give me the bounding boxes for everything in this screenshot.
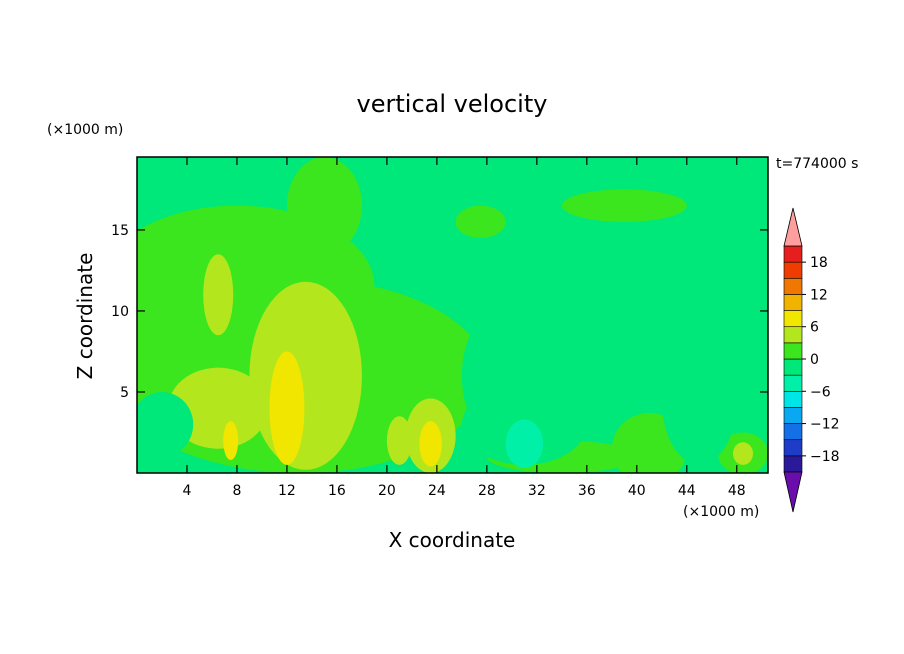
- y-tick-label: 10: [111, 304, 129, 320]
- contour-region-17: [223, 421, 239, 461]
- colorbar-band: [783, 407, 803, 424]
- colorbar-band: [783, 294, 803, 311]
- y-axis: 5 10 15: [111, 223, 768, 401]
- contour-region-4: [455, 205, 506, 239]
- colorbar-band: [783, 245, 803, 263]
- contour-region-15: [269, 351, 305, 465]
- colorbar-band: [783, 310, 803, 328]
- time-label: t=774000 s: [776, 156, 858, 172]
- x-tick-label: 8: [232, 483, 241, 499]
- colorbar-band: [783, 261, 803, 279]
- colorbar-band: [783, 439, 803, 457]
- x-tick-label: 44: [678, 483, 696, 499]
- contour-region-16: [419, 421, 442, 467]
- colorbar-band: [783, 423, 803, 441]
- x-tick-label: 40: [628, 483, 646, 499]
- x-tick-label: 36: [578, 483, 596, 499]
- x-axis: 4 8 12 16 20 24 28 32 36 40 44 48: [183, 157, 746, 499]
- x-tick-label: 28: [478, 483, 496, 499]
- chart-title: vertical velocity: [357, 90, 548, 118]
- colorbar-tick-label: 18: [810, 255, 828, 271]
- y-tick-label: 5: [120, 385, 129, 401]
- colorbar-tick-label: 12: [810, 287, 828, 303]
- x-tick-label: 32: [528, 483, 546, 499]
- contour-region-9: [249, 281, 362, 470]
- contour-region-21: [137, 391, 194, 457]
- colorbar-band: [783, 374, 803, 392]
- colorbar-tick-label: −12: [810, 417, 840, 433]
- x-unit-label: (×1000 m): [683, 504, 759, 520]
- contour-field: [137, 157, 768, 473]
- contour-region-1: [286, 157, 362, 255]
- y-tick-label: 15: [111, 223, 129, 239]
- contour-region-20: [661, 335, 737, 465]
- plot-frame: [136, 156, 769, 474]
- colorbar-tick-label: 6: [810, 320, 819, 336]
- colorbar-tick-label: −6: [810, 384, 831, 400]
- colorbar-tick-label: 0: [810, 352, 819, 368]
- colorbar-band: [783, 390, 803, 408]
- colorbar-band: [783, 342, 803, 360]
- contour-region-22: [505, 419, 544, 469]
- y-unit-label: (×1000 m): [47, 122, 123, 138]
- x-tick-label: 4: [183, 483, 192, 499]
- colorbar-min-arrow: [783, 471, 803, 513]
- x-tick-label: 12: [278, 483, 296, 499]
- colorbar-band: [783, 326, 803, 344]
- colorbar-band: [783, 358, 803, 376]
- contour-region-14: [733, 442, 754, 465]
- colorbar-band: [783, 277, 803, 295]
- y-axis-label: Z coordinate: [73, 253, 97, 380]
- colorbar-tick-label: −18: [810, 449, 840, 465]
- contour-region-5: [561, 189, 687, 222]
- contour-region-13: [386, 416, 412, 465]
- contour-region-11: [168, 367, 269, 449]
- contour-region-10: [203, 254, 234, 336]
- x-tick-label: 20: [378, 483, 396, 499]
- x-tick-label: 24: [428, 483, 446, 499]
- x-axis-label: X coordinate: [389, 528, 516, 552]
- x-tick-label: 48: [728, 483, 746, 499]
- x-tick-label: 16: [328, 483, 346, 499]
- colorbar: 18 12 6 0 −6 −12 −18: [783, 207, 840, 513]
- colorbar-max-arrow: [783, 207, 803, 247]
- colorbar-band: [783, 455, 803, 473]
